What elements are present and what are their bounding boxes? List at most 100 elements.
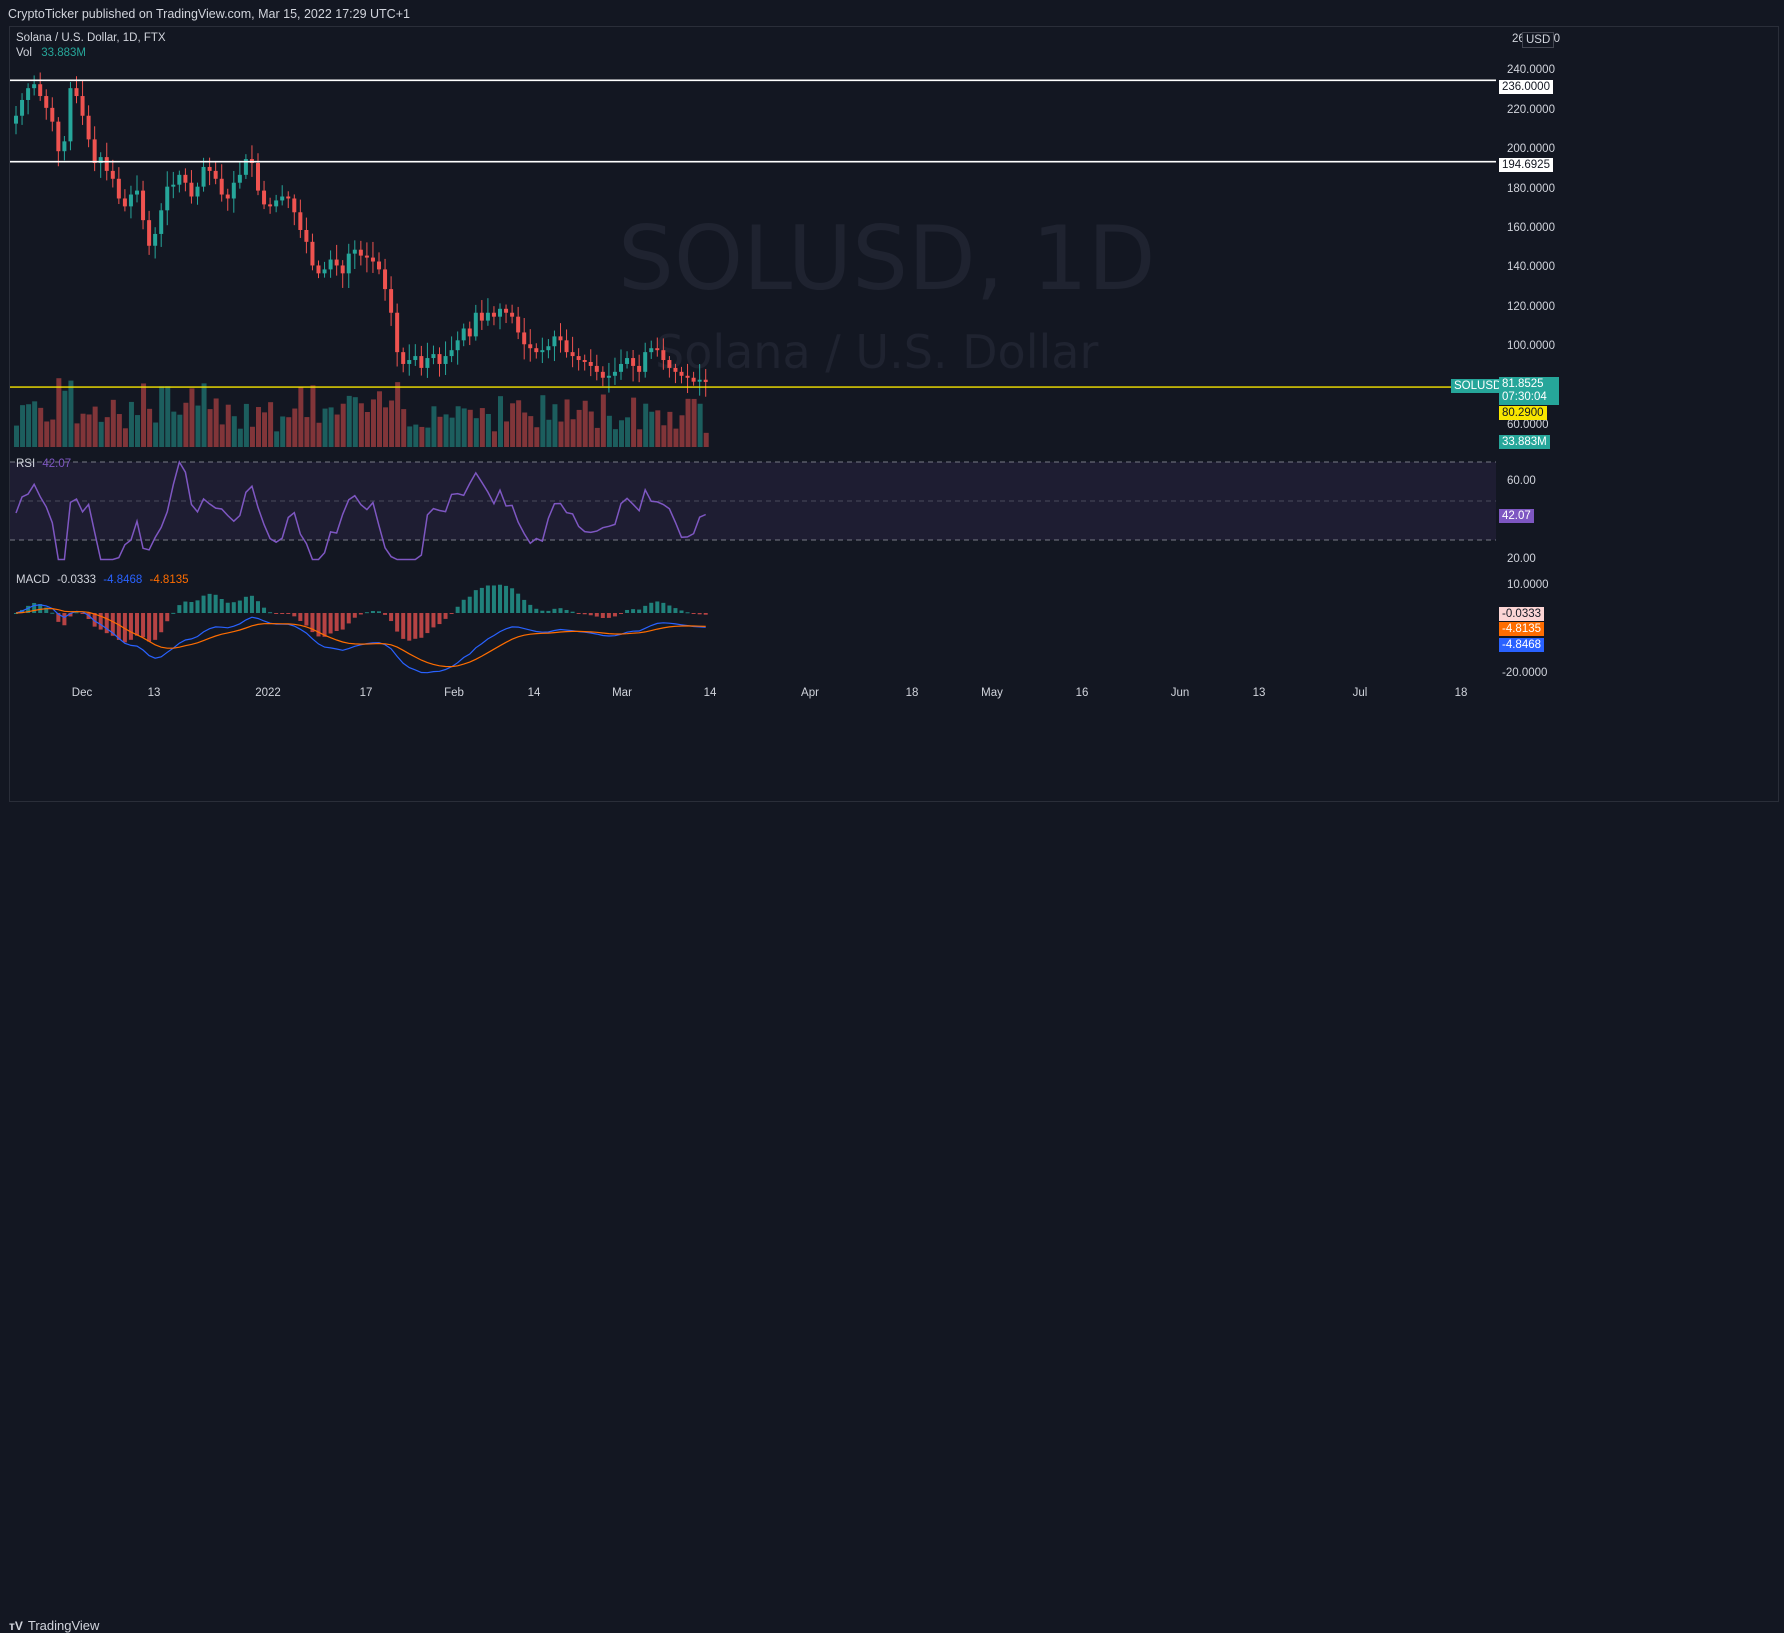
candle-body — [177, 174, 182, 185]
macd-histogram-bar — [159, 613, 164, 633]
time-axis-label: 18 — [1454, 687, 1468, 699]
macd-histogram-bar — [274, 613, 279, 614]
candle-body — [697, 379, 702, 382]
macd-histogram-bar — [389, 613, 394, 622]
macd-axis-neg20: -20.0000 — [1502, 667, 1548, 679]
watermark-description: Solana / U.S. Dollar — [655, 325, 1099, 379]
candle-body — [437, 354, 442, 364]
candle-body — [600, 371, 605, 378]
time-axis-label: 2022 — [255, 687, 281, 699]
candle-body — [516, 316, 521, 333]
macd-histogram-bar — [225, 602, 230, 613]
macd-hist-badge: -0.0333 — [1499, 607, 1545, 621]
volume-legend[interactable]: Vol 33.883M — [16, 47, 86, 59]
candle-body — [413, 356, 418, 361]
footer: ᴛV TradingView — [0, 805, 1784, 1633]
volume-bar — [231, 416, 237, 447]
macd-legend[interactable]: MACD -0.0333 -4.8468 -4.8135 — [16, 574, 189, 586]
candle-body — [292, 198, 297, 213]
macd-histogram-bar — [352, 613, 357, 618]
volume-bar — [38, 407, 44, 447]
macd-histogram-bar — [110, 613, 115, 636]
last-price: 81.8525 — [1502, 378, 1544, 390]
candle-body — [328, 259, 333, 270]
volume-bar — [14, 425, 19, 447]
candle-body — [389, 289, 394, 313]
macd-histogram-bar — [467, 596, 472, 613]
macd-histogram-bar — [219, 598, 224, 613]
macd-histogram-bar — [606, 613, 611, 618]
volume-bar — [370, 399, 376, 447]
macd-histogram-bar — [165, 613, 170, 622]
volume-bar — [171, 411, 177, 447]
candle-body — [485, 312, 490, 321]
candle-body — [667, 360, 672, 368]
symbol-badge: SOLUSD — [1451, 379, 1505, 393]
macd-histogram-bar — [80, 613, 85, 614]
macd-histogram-bar — [588, 613, 593, 616]
symbol-legend[interactable]: Solana / U.S. Dollar, 1D, FTX — [16, 32, 166, 44]
macd-histogram-bar — [510, 588, 515, 613]
volume-bar — [207, 409, 213, 447]
candle-body — [104, 157, 109, 171]
candle-body — [92, 139, 97, 164]
volume-bar — [44, 421, 50, 447]
macd-histogram-bar — [443, 613, 448, 619]
candle-body — [74, 88, 79, 97]
macd-histogram-bar — [231, 602, 236, 613]
volume-bar — [625, 417, 631, 447]
volume-bar — [20, 405, 26, 447]
macd-histogram-bar — [304, 613, 309, 626]
macd-histogram-bar — [679, 610, 684, 613]
macd-histogram-bar — [655, 601, 660, 613]
macd-histogram-bar — [377, 611, 381, 613]
candle-body — [213, 170, 218, 179]
macd-histogram-bar — [649, 602, 654, 613]
macd-histogram-bar — [401, 613, 406, 639]
rsi-legend[interactable]: RSI 42.07 — [16, 458, 71, 470]
candle-body — [98, 157, 103, 164]
candle-body — [219, 178, 224, 195]
legend-title: Solana / U.S. Dollar, 1D, FTX — [16, 32, 166, 44]
volume-label: Vol — [16, 47, 32, 59]
candle-body — [62, 141, 67, 152]
volume-bar — [594, 427, 600, 447]
candle-body — [522, 332, 527, 345]
candle-body — [612, 371, 617, 376]
volume-bar — [153, 422, 159, 447]
volume-bar — [310, 385, 316, 447]
volume-bar — [413, 424, 419, 447]
volume-bar — [346, 395, 352, 447]
macd-histogram-bar — [558, 608, 563, 613]
macd-histogram-bar — [298, 613, 303, 621]
macd-histogram-bar — [449, 613, 454, 614]
tradingview-logo[interactable]: ᴛV TradingView — [9, 1618, 99, 1633]
volume-bar — [401, 409, 407, 447]
volume-bar — [135, 415, 140, 447]
macd-histogram-bar — [262, 607, 267, 613]
volume-bar — [522, 412, 528, 447]
currency-button[interactable]: USD — [1522, 32, 1555, 48]
macd-histogram-bar — [310, 613, 315, 633]
candle-body — [316, 265, 321, 274]
price-axis-label: 240.0000 — [1507, 64, 1555, 77]
volume-bar — [455, 406, 461, 447]
candle-body — [649, 348, 654, 353]
candle-body — [141, 190, 146, 221]
macd-histogram-bar — [62, 613, 67, 626]
macd-histogram-bar — [425, 613, 430, 634]
candle-body — [80, 96, 85, 116]
macd-histogram-bar — [195, 600, 200, 613]
tradingview-logo-icon: ᴛV — [9, 1618, 23, 1633]
tradingview-brand: TradingView — [27, 1618, 100, 1633]
time-axis-label: 13 — [147, 687, 161, 699]
volume-bar — [177, 414, 183, 447]
volume-bar — [498, 396, 503, 447]
macd-histogram-bar — [685, 612, 690, 614]
candle-body — [431, 354, 436, 359]
macd-histogram-bar — [485, 585, 490, 613]
macd-label: MACD — [16, 574, 50, 586]
candle-body — [110, 170, 115, 179]
chart-area[interactable]: SOLUSD, 1D Solana / U.S. Dollar Solana /… — [9, 26, 1779, 802]
candlestick-chart[interactable] — [10, 27, 1778, 801]
